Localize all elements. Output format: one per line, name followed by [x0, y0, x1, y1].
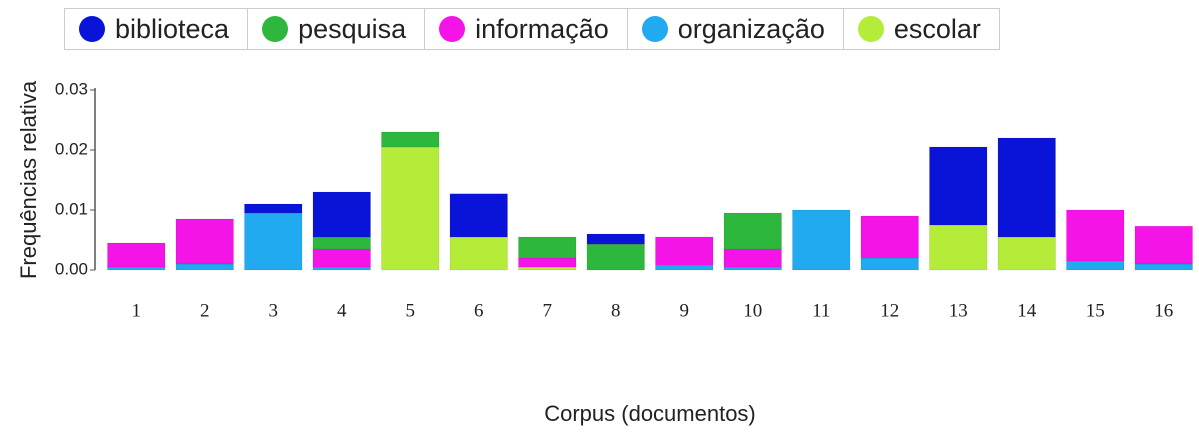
legend-swatch	[262, 16, 289, 42]
legend-swatch	[857, 16, 884, 42]
bar-segment	[312, 248, 371, 268]
legend-label: biblioteca	[115, 13, 230, 44]
y-tick-label: 0.03	[55, 79, 88, 98]
bar-segment	[175, 218, 234, 265]
bar-segment	[586, 233, 645, 245]
bar-segment	[860, 215, 919, 259]
x-axis-title: Corpus (documentos)	[544, 401, 756, 426]
bar-segment	[723, 212, 782, 250]
bar-segment	[312, 266, 371, 271]
legend-label: pesquisa	[298, 13, 407, 44]
bar-segment	[1066, 209, 1125, 262]
bar-segment	[518, 257, 577, 268]
bar-segment	[449, 236, 508, 271]
bar-segment	[518, 236, 577, 259]
x-tick-label: 4	[337, 300, 347, 321]
y-tick-label: 0.01	[55, 199, 88, 218]
y-tick-label: 0.00	[55, 259, 88, 278]
bar-segment	[1134, 225, 1193, 265]
x-tick-label: 8	[611, 300, 621, 321]
x-tick-label: 1	[132, 300, 142, 321]
bar-segment	[312, 236, 371, 250]
bar-segment	[997, 137, 1056, 238]
y-tick-label: 0.02	[55, 139, 88, 158]
legend-item: informação	[424, 8, 628, 50]
bar-segment	[655, 264, 714, 271]
bar-segment	[381, 131, 440, 148]
x-tick-label: 6	[474, 300, 484, 321]
legend-item: biblioteca	[64, 8, 249, 50]
bar-segment	[723, 266, 782, 271]
bar-segment	[792, 209, 851, 271]
x-tick-label: 5	[406, 300, 416, 321]
bar-segment	[723, 248, 782, 268]
bar-segment	[244, 212, 303, 271]
bar-segment	[244, 203, 303, 214]
x-tick-label: 16	[1154, 300, 1173, 321]
bar-segment	[929, 224, 988, 271]
bar-segment	[929, 146, 988, 226]
bar-segment	[107, 242, 166, 268]
bar-segment	[860, 257, 919, 271]
x-tick-label: 15	[1086, 300, 1105, 321]
bar-segment	[997, 236, 1056, 271]
legend-item: organização	[626, 8, 844, 50]
legend-label: organização	[677, 13, 825, 44]
legend-swatch	[439, 16, 466, 42]
bar-segment	[1066, 260, 1125, 271]
x-tick-label: 9	[680, 300, 690, 321]
x-tick-label: 7	[543, 300, 553, 321]
bar-segment	[586, 243, 645, 271]
bar-segment	[381, 146, 440, 271]
legend-item: pesquisa	[247, 8, 426, 50]
legend-swatch	[79, 16, 105, 42]
bar-segment	[175, 263, 234, 271]
legend-label: informação	[475, 13, 609, 44]
x-tick-label: 12	[880, 300, 899, 321]
x-tick-label: 2	[200, 300, 210, 321]
bar-segment	[1134, 263, 1193, 271]
x-tick-label: 10	[743, 300, 762, 321]
x-tick-label: 13	[949, 300, 968, 321]
bar-segment	[312, 191, 371, 238]
legend-swatch	[641, 16, 668, 42]
x-tick-label: 14	[1017, 300, 1037, 321]
legend-item: escolar	[842, 8, 1000, 50]
bar-segment	[449, 193, 508, 238]
bar-segment	[518, 266, 577, 271]
legend-label: escolar	[893, 13, 981, 44]
bar-segment	[655, 236, 714, 266]
x-tick-label: 3	[269, 300, 279, 321]
bar-segment	[107, 266, 166, 271]
x-tick-label: 11	[812, 300, 830, 321]
y-axis-title: Frequências relativa	[16, 80, 41, 279]
legend: biblioteca pesquisa informação organização e…	[64, 8, 1000, 52]
